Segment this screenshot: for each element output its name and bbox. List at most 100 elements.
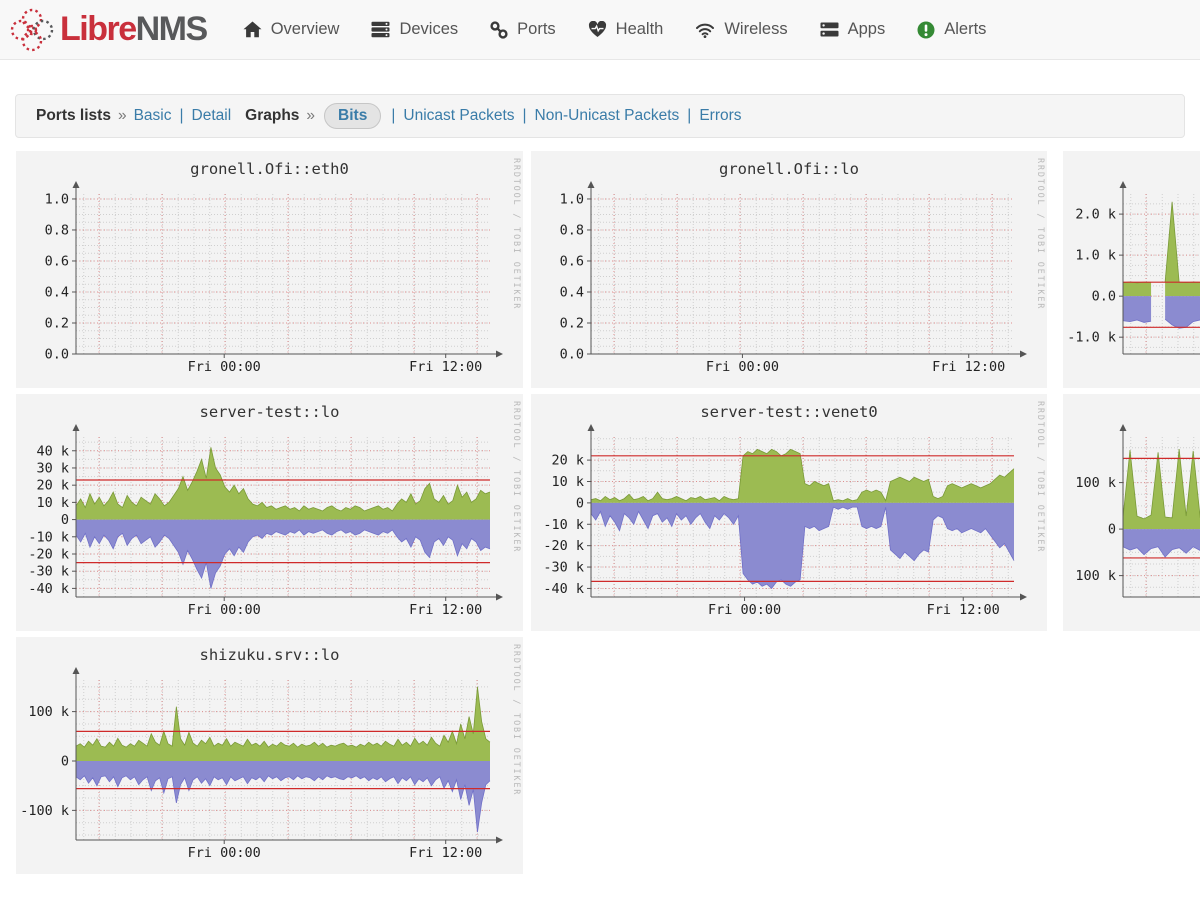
graph-title: server-test::lo [199, 403, 340, 421]
svg-text:1.0: 1.0 [560, 191, 584, 207]
svg-text:100 k: 100 k [1075, 475, 1116, 491]
svg-text:Fri 00:00: Fri 00:00 [188, 359, 261, 375]
svg-text:20 k: 20 k [36, 478, 69, 494]
nav-item-label: Ports [517, 20, 556, 38]
breadcrumb-separator: » [117, 107, 127, 124]
apps-icon [820, 21, 839, 38]
svg-text:10 k: 10 k [36, 495, 69, 511]
graph-plot: 2.0 k 1.0 k 0.0 -1.0 k [1067, 181, 1200, 355]
rrdtool-watermark: RRDTOOL / TOBI OETIKER [511, 644, 521, 797]
graph-plot: 40 k30 k 20 k10 k0-10 k-20 k -30 k-40 k Fri… [28, 424, 503, 618]
svg-text:Fri 12:00: Fri 12:00 [927, 602, 1000, 618]
nav-item-label: Health [615, 20, 664, 38]
svg-text:-30 k: -30 k [543, 560, 584, 576]
graph-card-gronell-lo[interactable]: gronell.Ofi::lo RRDTOOL / TOBI OETIKER 1… [531, 151, 1047, 388]
graph-row-1: gronell.Ofi::eth0 RRDTOOL / TOBI OETIKER… [16, 151, 1200, 388]
svg-text:0.8: 0.8 [45, 222, 69, 238]
svg-text:Fri 12:00: Fri 12:00 [932, 359, 1005, 375]
svg-text:Fri 12:00: Fri 12:00 [409, 359, 482, 375]
home-icon [243, 21, 262, 38]
wireless-icon [695, 21, 715, 38]
svg-text:2.0 k: 2.0 k [1075, 207, 1116, 223]
devices-icon [371, 21, 390, 38]
svg-text:0.0: 0.0 [1092, 289, 1116, 305]
breadcrumb-section-ports-lists: Ports lists [36, 107, 111, 124]
svg-text:-1.0 k: -1.0 k [1067, 330, 1116, 346]
graph-card-server-test-venet0[interactable]: server-test::venet0 RRDTOOL / TOBI OETIK… [531, 394, 1047, 631]
svg-text:-40 k: -40 k [543, 581, 584, 597]
svg-text:-20 k: -20 k [543, 538, 584, 554]
graph-card-gronell-eth0[interactable]: gronell.Ofi::eth0 RRDTOOL / TOBI OETIKER… [16, 151, 523, 388]
svg-text:10 k: 10 k [551, 474, 584, 490]
svg-text:20 k: 20 k [551, 453, 584, 469]
librenms-logo-icon [10, 6, 54, 54]
graph-row-3: shizuku.srv::lo RRDTOOL / TOBI OETIKER 1… [16, 637, 1200, 874]
rrdtool-watermark: RRDTOOL / TOBI OETIKER [1035, 401, 1045, 554]
pipe-separator: | [179, 107, 184, 124]
svg-text:-10 k: -10 k [28, 529, 69, 545]
nav-item-alerts[interactable]: Alerts [917, 20, 986, 39]
brand-nms: NMS [135, 10, 209, 48]
nav-item-label: Apps [847, 20, 886, 38]
graph-card-clipped-2[interactable]: 100 k 0 100 k [1063, 394, 1200, 631]
graph-plot: 1.0 0.8 0.6 0.4 0.2 0.0 Fri 00:00 Fri 12:00 [45, 181, 503, 375]
graph-title: server-test::venet0 [700, 403, 878, 421]
link-basic[interactable]: Basic [133, 107, 172, 124]
svg-text:1.0 k: 1.0 k [1075, 248, 1116, 264]
tab-non-unicast-packets[interactable]: Non-Unicast Packets [534, 107, 680, 124]
svg-text:0.8: 0.8 [560, 222, 584, 238]
nav-item-devices[interactable]: Devices [371, 20, 458, 39]
graph-title: gronell.Ofi::eth0 [190, 160, 349, 178]
svg-text:0.0: 0.0 [560, 347, 584, 363]
svg-text:-30 k: -30 k [28, 564, 69, 580]
svg-text:1.0: 1.0 [45, 191, 69, 207]
svg-text:-20 k: -20 k [28, 546, 69, 562]
breadcrumb: Ports lists » Basic | Detail Graphs » Bi… [15, 94, 1185, 138]
nav-item-overview[interactable]: Overview [243, 20, 340, 39]
svg-text:100 k: 100 k [28, 704, 69, 720]
breadcrumb-separator: » [306, 107, 316, 124]
svg-text:30 k: 30 k [36, 460, 69, 476]
svg-text:0: 0 [1108, 522, 1116, 538]
nav-item-health[interactable]: Health [588, 20, 664, 39]
svg-text:Fri 00:00: Fri 00:00 [706, 359, 779, 375]
svg-text:40 k: 40 k [36, 443, 69, 459]
svg-text:0.4: 0.4 [45, 284, 69, 300]
tab-bits-active[interactable]: Bits [324, 103, 382, 129]
svg-text:0.6: 0.6 [560, 253, 584, 269]
graph-title: shizuku.srv::lo [199, 646, 340, 664]
tab-errors[interactable]: Errors [699, 107, 742, 124]
nav-item-label: Devices [399, 20, 459, 38]
svg-text:Fri 00:00: Fri 00:00 [708, 602, 781, 618]
nav-item-apps[interactable]: Apps [820, 20, 886, 39]
svg-text:100 k: 100 k [1075, 568, 1116, 584]
tab-bits-label[interactable]: Bits [338, 107, 368, 124]
ports-icon [490, 20, 508, 39]
pipe-separator: | [687, 107, 692, 124]
rrdtool-watermark: RRDTOOL / TOBI OETIKER [511, 401, 521, 554]
nav-item-ports[interactable]: Ports [490, 20, 556, 39]
svg-text:0: 0 [61, 753, 69, 769]
nav-item-label: Wireless [724, 20, 788, 38]
svg-text:-100 k: -100 k [20, 803, 69, 819]
graph-card-clipped-1[interactable]: 2.0 k 1.0 k 0.0 -1.0 k [1063, 151, 1200, 388]
svg-text:-40 k: -40 k [28, 581, 69, 597]
tab-unicast-packets[interactable]: Unicast Packets [403, 107, 515, 124]
breadcrumb-section-graphs: Graphs [245, 107, 300, 124]
brand-libre: Libre [60, 10, 137, 48]
svg-text:0.2: 0.2 [560, 315, 584, 331]
nav-item-label: Overview [270, 20, 340, 38]
svg-text:0: 0 [61, 512, 69, 528]
link-detail[interactable]: Detail [191, 107, 232, 124]
nav-item-wireless[interactable]: Wireless [695, 20, 788, 39]
graph-card-shizuku-lo[interactable]: shizuku.srv::lo RRDTOOL / TOBI OETIKER 1… [16, 637, 523, 874]
graph-title: gronell.Ofi::lo [719, 160, 859, 178]
pipe-separator: | [391, 107, 396, 124]
svg-text:0.4: 0.4 [560, 284, 584, 300]
alerts-icon [917, 21, 935, 39]
graph-plot: 1.0 0.8 0.6 0.4 0.2 0.0 Fri 00:00 Fri 12:00 [560, 181, 1027, 375]
librenms-logo[interactable]: LibreNMS [10, 6, 209, 54]
svg-text:Fri 12:00: Fri 12:00 [409, 845, 482, 861]
navbar: LibreNMS Overview Devices Ports Health [0, 0, 1200, 60]
graph-card-server-test-lo[interactable]: server-test::lo RRDTOOL / TOBI OETIKER 4… [16, 394, 523, 631]
